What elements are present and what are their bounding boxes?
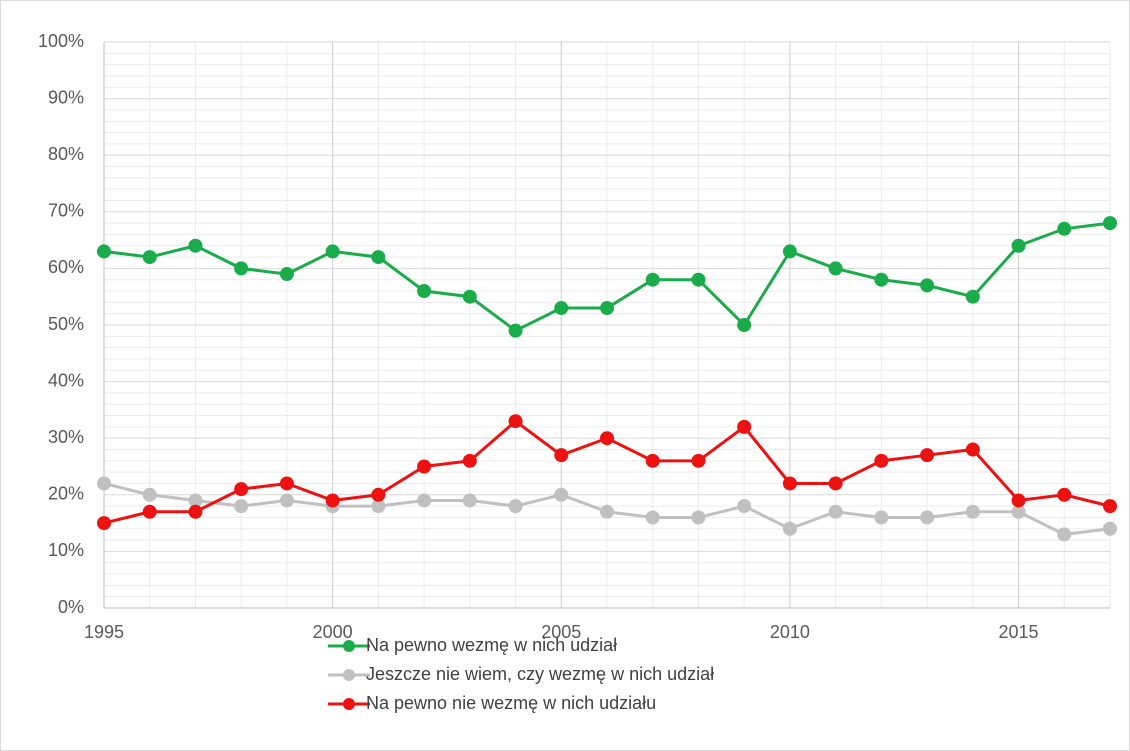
data-point <box>508 499 523 514</box>
data-point <box>645 272 660 287</box>
data-point <box>554 301 569 316</box>
legend-label: Na pewno wezmę w nich udział <box>366 635 617 655</box>
data-point <box>645 510 660 525</box>
data-point <box>828 261 843 276</box>
data-point <box>1011 504 1026 519</box>
legend-marker <box>343 698 355 710</box>
x-tick-label: 2015 <box>999 622 1039 642</box>
legend-label: Jeszcze nie wiem, czy wezmę w nich udzia… <box>366 664 714 684</box>
data-point <box>97 476 111 491</box>
data-point <box>1103 216 1117 231</box>
data-point <box>965 289 980 304</box>
data-point <box>97 516 111 531</box>
data-point <box>97 244 111 259</box>
data-point <box>600 301 614 316</box>
x-tick-label: 2005 <box>541 622 581 642</box>
data-point <box>417 493 432 508</box>
data-point <box>234 499 249 514</box>
data-point <box>782 476 797 491</box>
data-point <box>554 448 569 463</box>
y-tick-label: 50% <box>48 314 84 334</box>
data-point <box>920 510 935 525</box>
data-point <box>462 493 477 508</box>
y-tick-label: 100% <box>38 31 84 51</box>
data-point <box>874 453 889 468</box>
y-tick-label: 80% <box>48 144 84 164</box>
x-tick-label: 2010 <box>770 622 810 642</box>
data-point <box>462 289 477 304</box>
y-tick-label: 30% <box>48 427 84 447</box>
data-point <box>279 493 294 508</box>
data-point <box>920 448 935 463</box>
data-point <box>142 504 157 519</box>
data-point <box>462 453 477 468</box>
legend-marker <box>343 640 355 652</box>
y-tick-label: 70% <box>48 201 84 221</box>
data-point <box>1011 493 1026 508</box>
data-point <box>691 510 706 525</box>
y-tick-label: 10% <box>48 540 84 560</box>
y-tick-label: 40% <box>48 370 84 390</box>
data-point <box>965 504 980 519</box>
data-point <box>508 414 523 429</box>
data-point <box>279 476 294 491</box>
data-point <box>234 482 249 497</box>
data-point <box>782 244 797 259</box>
data-point <box>142 487 157 502</box>
y-tick-label: 0% <box>58 597 84 617</box>
y-tick-label: 20% <box>48 484 84 504</box>
data-point <box>371 250 386 265</box>
data-point <box>279 267 294 282</box>
data-point <box>417 459 432 474</box>
data-point <box>325 244 340 259</box>
data-point <box>645 453 660 468</box>
legend-marker <box>343 669 355 681</box>
data-point <box>691 453 706 468</box>
data-point <box>1057 527 1072 542</box>
data-point <box>142 250 157 265</box>
x-tick-label: 1995 <box>84 622 124 642</box>
data-point <box>1103 521 1117 536</box>
data-point <box>874 272 889 287</box>
data-point <box>828 504 843 519</box>
data-point <box>828 476 843 491</box>
x-tick-label: 2000 <box>313 622 353 642</box>
data-point <box>234 261 249 276</box>
data-point <box>920 278 935 293</box>
data-point <box>1057 487 1072 502</box>
data-point <box>600 504 614 519</box>
data-point <box>691 272 706 287</box>
data-point <box>554 487 569 502</box>
data-point <box>188 504 203 519</box>
y-tick-label: 90% <box>48 87 84 107</box>
data-point <box>1011 238 1026 253</box>
data-point <box>1057 221 1072 236</box>
data-point <box>874 510 889 525</box>
data-point <box>371 487 386 502</box>
data-point <box>600 431 614 446</box>
data-point <box>371 499 386 514</box>
data-point <box>737 499 752 514</box>
data-point <box>1103 499 1117 514</box>
data-point <box>782 521 797 536</box>
data-point <box>188 238 203 253</box>
data-point <box>325 493 340 508</box>
data-point <box>188 493 203 508</box>
data-point <box>417 284 432 299</box>
data-point <box>737 419 752 434</box>
data-point <box>737 318 752 332</box>
data-point <box>508 323 523 338</box>
legend-label: Na pewno nie wezmę w nich udziału <box>366 693 656 713</box>
data-point <box>965 442 980 457</box>
y-tick-label: 60% <box>48 257 84 277</box>
